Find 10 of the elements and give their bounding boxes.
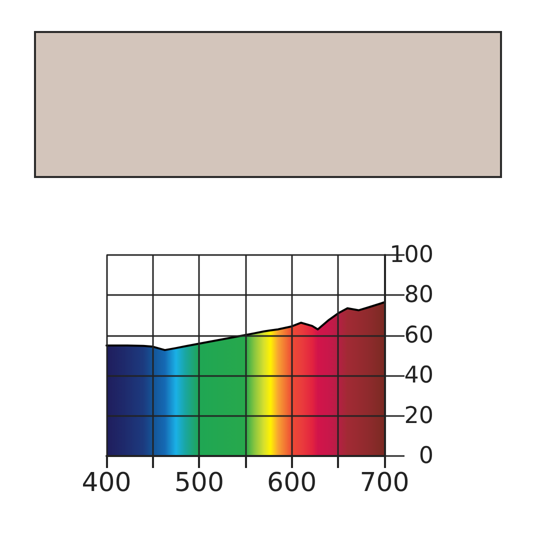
x-tick-label: 700 [360, 468, 410, 498]
y-tick-label: 0 [418, 443, 434, 469]
y-tick-label: 80 [404, 282, 434, 308]
y-tick-label: 100 [390, 242, 434, 268]
y-tick-label: 40 [404, 362, 434, 389]
y-tick-label: 60 [404, 322, 434, 348]
x-tick-label: 400 [82, 468, 132, 498]
x-tick-label: 600 [267, 468, 317, 498]
x-tick-label: 500 [174, 468, 224, 498]
y-tick-label: 20 [404, 402, 434, 429]
